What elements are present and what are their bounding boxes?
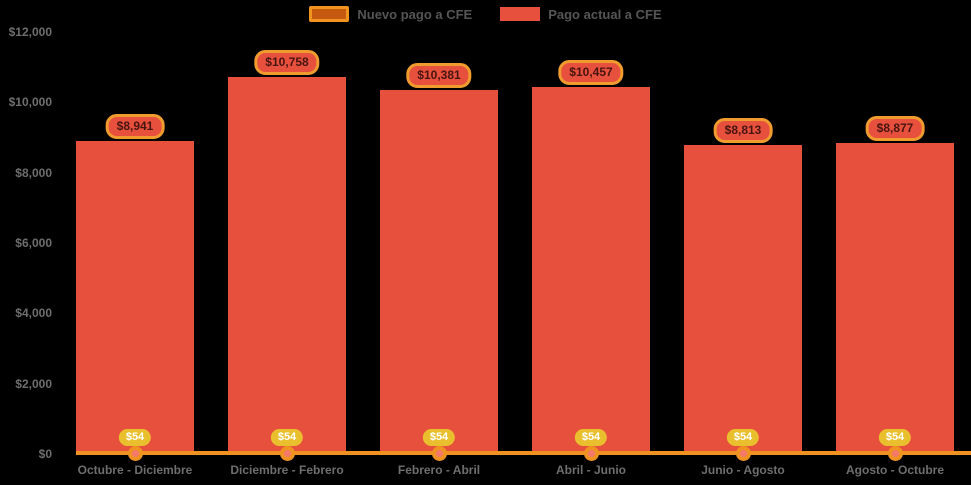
- category-label: Diciembre - Febrero: [230, 463, 344, 477]
- line-value-label: $54: [118, 429, 152, 446]
- bar-series-swatch-icon: [500, 7, 541, 21]
- category-label: Agosto - Octubre: [846, 463, 944, 477]
- line-value-label: $54: [270, 429, 304, 446]
- y-axis-tick-label: $6,000: [15, 236, 52, 250]
- bar-value-label: $8,941: [105, 113, 165, 139]
- bar-pago-actual[interactable]: [532, 87, 650, 455]
- bar-value-label: $8,877: [865, 115, 925, 141]
- bar-value-label: $10,758: [254, 49, 320, 75]
- bar-pago-actual[interactable]: [380, 89, 498, 455]
- line-value-label: $54: [878, 429, 912, 446]
- bar-pago-actual[interactable]: [836, 142, 954, 455]
- line-value-label: $54: [422, 429, 456, 446]
- line-value-label: $54: [726, 429, 760, 446]
- line-point-marker[interactable]: [583, 445, 599, 461]
- legend-label: Nuevo pago a CFE: [357, 6, 473, 22]
- y-axis-tick-label: $12,000: [8, 25, 52, 39]
- chart-legend: Nuevo pago a CFE Pago actual a CFE: [0, 6, 971, 22]
- category-label: Octubre - Diciembre: [77, 463, 193, 477]
- line-point-marker[interactable]: [279, 445, 295, 461]
- legend-item-nuevo-pago[interactable]: Nuevo pago a CFE: [309, 6, 472, 22]
- category-label: Junio - Agosto: [701, 463, 785, 477]
- bar-value-label: $8,813: [713, 118, 773, 144]
- y-axis-tick-label: $4,000: [15, 306, 52, 321]
- y-axis-tick-label: $8,000: [15, 165, 52, 180]
- bar-pago-actual[interactable]: [684, 145, 802, 455]
- line-point-marker[interactable]: [735, 445, 751, 461]
- legend-label: Pago actual a CFE: [548, 6, 662, 22]
- bar-value-label: $10,457: [558, 60, 624, 86]
- category-label: Febrero - Abril: [397, 463, 481, 477]
- line-series-swatch-icon: [309, 6, 350, 22]
- category-label: Abril - Junio: [556, 463, 626, 477]
- line-point-marker[interactable]: [127, 445, 143, 461]
- y-axis-tick-label: $2,000: [15, 376, 52, 391]
- bar-pago-actual[interactable]: [76, 140, 194, 455]
- line-point-marker[interactable]: [887, 445, 903, 461]
- y-axis-tick-label: $10,000: [8, 95, 52, 110]
- line-nuevo-pago: [76, 451, 971, 456]
- bar-pago-actual[interactable]: [228, 76, 346, 455]
- line-point-marker[interactable]: [431, 445, 447, 461]
- legend-item-pago-actual[interactable]: Pago actual a CFE: [500, 6, 662, 22]
- line-value-label: $54: [574, 429, 608, 446]
- y-axis-tick-label: $0: [38, 447, 52, 461]
- bar-value-label: $10,381: [406, 62, 472, 88]
